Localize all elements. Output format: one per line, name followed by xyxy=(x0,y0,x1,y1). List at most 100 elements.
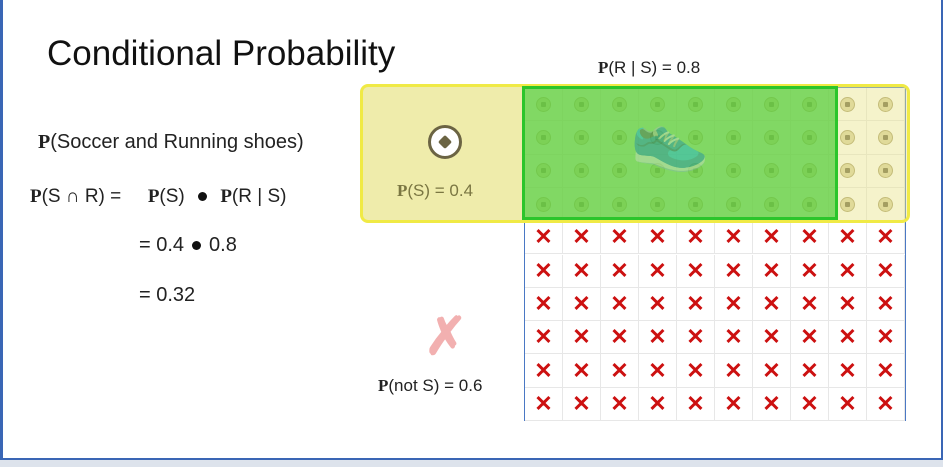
result-line: = 0.32 xyxy=(139,284,196,306)
soccer-ball-icon xyxy=(428,125,462,159)
x-mark-icon: ✕ xyxy=(876,257,895,283)
x-mark-icon: ✕ xyxy=(534,290,553,316)
grid-cell: ✕ xyxy=(563,387,601,421)
grid-cell: ✕ xyxy=(791,321,829,355)
grid-cell: ✕ xyxy=(753,254,791,288)
event-description-text: (Soccer and Running shoes) xyxy=(50,131,304,153)
ps-label: P(S) = 0.4 xyxy=(397,181,473,201)
grid-cell: ✕ xyxy=(829,321,867,355)
x-mark-icon: ✕ xyxy=(572,324,591,350)
grid-cell: ✕ xyxy=(525,254,563,288)
x-mark-icon: ✕ xyxy=(762,224,781,250)
grid-cell: ✕ xyxy=(639,254,677,288)
grid-cell xyxy=(829,121,867,155)
grid-cell: ✕ xyxy=(753,321,791,355)
x-mark-icon: ✕ xyxy=(838,224,857,250)
x-mark-icon: ✕ xyxy=(686,390,705,416)
soccer-ball-icon xyxy=(878,163,893,179)
grid-cell: ✕ xyxy=(791,254,829,288)
grid-cell: ✕ xyxy=(791,287,829,322)
formula-lhs: (S ∩ R) = xyxy=(41,186,122,207)
grid-cell xyxy=(867,121,905,155)
formula-ps: (S) xyxy=(159,186,185,207)
x-mark-icon: ✕ xyxy=(648,290,667,316)
event-description: P(Soccer and Running shoes) xyxy=(38,131,304,154)
x-mark-icon: ✕ xyxy=(610,357,629,383)
grid-cell: ✕ xyxy=(601,354,639,388)
x-mark-icon: ✕ xyxy=(534,357,553,383)
grid-cell xyxy=(829,154,867,188)
multiply-dot xyxy=(192,241,202,251)
p-symbol: P xyxy=(147,186,160,207)
x-mark-icon: ✕ xyxy=(610,224,629,250)
grid-cell: ✕ xyxy=(563,354,601,388)
grid-cell: ✕ xyxy=(715,254,753,288)
grid-cell: ✕ xyxy=(525,221,563,255)
conditional-label-text: (R | S) = 0.8 xyxy=(608,58,701,77)
grid-cell: ✕ xyxy=(753,287,791,322)
x-mark-icon: ✕ xyxy=(876,390,895,416)
x-mark-icon: ✕ xyxy=(800,357,819,383)
x-mark-icon: ✕ xyxy=(686,257,705,283)
p-symbol: P xyxy=(397,181,408,200)
x-mark-icon: ✕ xyxy=(648,357,667,383)
grid-cell: ✕ xyxy=(829,387,867,421)
x-mark-icon: ✕ xyxy=(876,324,895,350)
slide-frame-right xyxy=(941,0,943,460)
x-mark-icon: ✕ xyxy=(724,390,743,416)
x-mark-icon: ✕ xyxy=(648,257,667,283)
x-mark-icon: ✕ xyxy=(838,357,857,383)
grid-cell: ✕ xyxy=(677,254,715,288)
ps-label-text: (S) = 0.4 xyxy=(407,181,474,200)
slide-frame-bottom xyxy=(0,458,943,467)
x-mark-icon: ✕ xyxy=(762,290,781,316)
grid-cell: ✕ xyxy=(677,287,715,322)
x-mark-icon: ✕ xyxy=(876,290,895,316)
pnots-label-text: (not S) = 0.6 xyxy=(388,376,483,395)
grid-cell xyxy=(867,154,905,188)
grid-cell: ✕ xyxy=(791,387,829,421)
x-mark-icon: ✕ xyxy=(648,390,667,416)
grid-cell xyxy=(829,187,867,222)
x-mark-icon: ✕ xyxy=(724,257,743,283)
grid-cell: ✕ xyxy=(525,354,563,388)
x-mark-icon: ✕ xyxy=(686,224,705,250)
running-shoes-region xyxy=(522,86,838,220)
grid-cell: ✕ xyxy=(791,354,829,388)
grid-cell: ✕ xyxy=(829,354,867,388)
grid-cell: ✕ xyxy=(715,287,753,322)
grid-cell: ✕ xyxy=(639,287,677,322)
x-mark-icon: ✕ xyxy=(876,224,895,250)
grid-cell: ✕ xyxy=(639,221,677,255)
p-symbol: P xyxy=(220,186,232,207)
x-mark-icon: ✕ xyxy=(648,224,667,250)
x-mark-icon: ✕ xyxy=(572,357,591,383)
grid-cell: ✕ xyxy=(601,254,639,288)
grid-cell: ✕ xyxy=(867,221,905,255)
grid-cell: ✕ xyxy=(753,354,791,388)
soccer-ball-icon xyxy=(878,196,893,212)
grid-cell: ✕ xyxy=(677,321,715,355)
grid-cell: ✕ xyxy=(601,321,639,355)
calculation-b: 0.8 xyxy=(209,234,237,256)
x-mark-icon: ✗ xyxy=(424,308,468,366)
x-mark-icon: ✕ xyxy=(534,224,553,250)
formula-line: P(S ∩ R) = P(S) P(R | S) xyxy=(30,186,286,208)
grid-cell: ✕ xyxy=(753,221,791,255)
grid-cell: ✕ xyxy=(715,321,753,355)
x-mark-icon: ✕ xyxy=(724,290,743,316)
soccer-ball-icon xyxy=(840,196,855,212)
x-mark-icon: ✕ xyxy=(724,357,743,383)
x-mark-icon: ✕ xyxy=(800,324,819,350)
grid-cell: ✕ xyxy=(601,387,639,421)
formula-prs: (R | S) xyxy=(231,186,287,207)
soccer-ball-icon xyxy=(840,96,855,112)
grid-cell: ✕ xyxy=(715,221,753,255)
x-mark-icon: ✕ xyxy=(800,390,819,416)
x-mark-icon: ✕ xyxy=(762,324,781,350)
x-mark-icon: ✕ xyxy=(610,324,629,350)
grid-cell xyxy=(867,88,905,122)
p-symbol: P xyxy=(598,58,609,77)
conditional-label: P(R | S) = 0.8 xyxy=(598,58,700,78)
grid-cell xyxy=(867,187,905,222)
